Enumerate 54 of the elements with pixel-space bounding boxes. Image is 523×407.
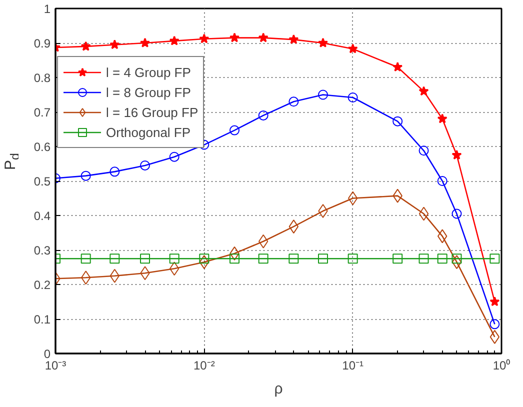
point xyxy=(258,234,268,248)
point xyxy=(318,254,328,264)
point xyxy=(140,254,150,264)
y-tick-label: 0.3 xyxy=(34,244,51,258)
x-tick-label: 10⁻² xyxy=(193,358,215,372)
point xyxy=(348,44,358,54)
point xyxy=(258,254,268,264)
point xyxy=(169,36,180,46)
y-tick-label: 0.8 xyxy=(34,71,51,85)
point xyxy=(230,254,240,264)
y-tick-label: 0.1 xyxy=(34,312,51,326)
legend-label: l = 16 Group FP xyxy=(106,104,198,120)
point xyxy=(199,254,210,264)
point xyxy=(140,38,150,48)
y-tick-label: 0.5 xyxy=(34,174,51,188)
point xyxy=(229,32,240,42)
point xyxy=(169,152,180,162)
point xyxy=(169,254,180,264)
point xyxy=(437,114,448,124)
point xyxy=(318,90,328,100)
legend-label: l = 4 Group FP xyxy=(106,64,191,80)
legend-label: Orthogonal FP xyxy=(106,124,191,140)
point xyxy=(437,176,448,186)
y-tick-label: 1 xyxy=(44,2,51,16)
y-tick-label: 0.2 xyxy=(34,278,51,292)
point xyxy=(318,38,328,48)
y-tick-label: 0.9 xyxy=(34,36,51,50)
point xyxy=(110,254,120,264)
point xyxy=(199,34,210,44)
point xyxy=(80,254,91,264)
point xyxy=(258,110,268,120)
x-tick-label: 10⁰ xyxy=(492,358,510,372)
x-tick-label: 10⁻³ xyxy=(44,358,66,372)
y-tick-label: 0 xyxy=(44,347,51,361)
point xyxy=(348,254,358,264)
x-tick-label: 10⁻¹ xyxy=(342,358,364,372)
point xyxy=(437,254,448,264)
point xyxy=(140,160,150,170)
point xyxy=(110,39,120,50)
point xyxy=(230,125,240,136)
point xyxy=(288,96,299,107)
y-tick-label: 0.4 xyxy=(34,209,51,223)
point xyxy=(348,92,358,102)
point xyxy=(110,166,120,177)
point xyxy=(80,170,91,181)
point xyxy=(258,32,268,42)
point xyxy=(80,41,91,51)
y-tick-label: 0.7 xyxy=(34,106,51,120)
legend-label: l = 8 Group FP xyxy=(106,84,191,100)
point xyxy=(288,220,299,234)
point xyxy=(288,254,299,264)
y-tick-label: 0.6 xyxy=(34,140,51,154)
point xyxy=(288,34,299,44)
x-axis-title: ρ xyxy=(274,380,283,398)
